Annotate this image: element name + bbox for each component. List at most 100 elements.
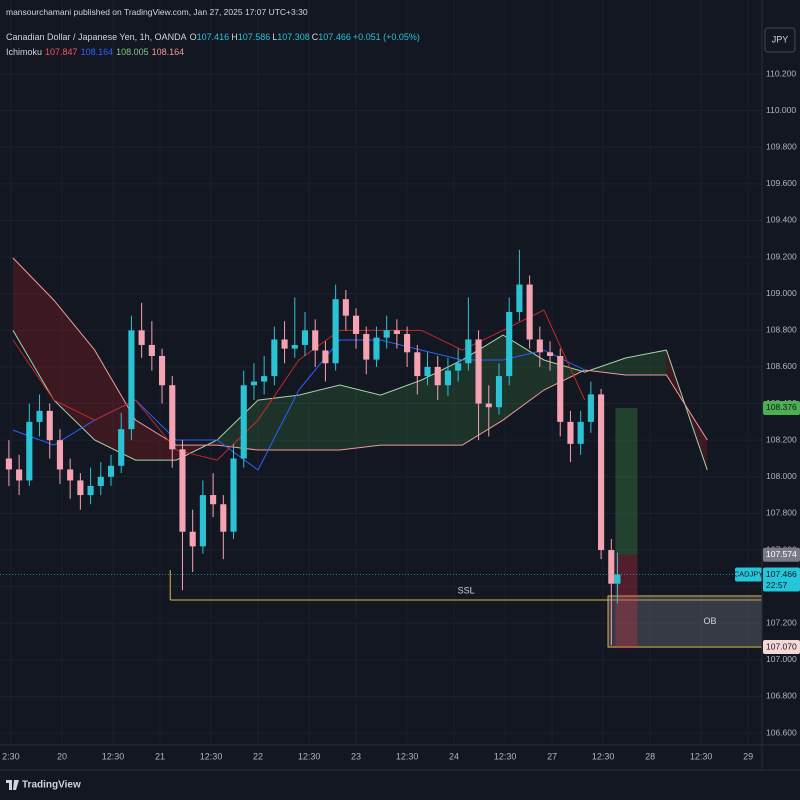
y-tick-label: 106.600	[766, 727, 797, 737]
currency[interactable]: JPY	[772, 34, 789, 44]
y-tick-label: 106.800	[766, 691, 797, 701]
x-tick-label: 12:30	[592, 751, 615, 761]
y-tick-label: 109.400	[766, 215, 797, 225]
candle-body	[199, 495, 206, 547]
y-tick-label: 109.800	[766, 141, 797, 151]
x-tick-label: 21	[155, 751, 165, 761]
x-tick-label: 23	[351, 751, 361, 761]
candle-body	[342, 299, 349, 316]
candle-body	[614, 574, 621, 584]
candle-body	[608, 550, 615, 584]
y-tick-label: 107.800	[766, 508, 797, 518]
cloud-segment	[584, 357, 626, 375]
candle-body	[97, 476, 104, 486]
candle-body	[424, 366, 431, 377]
cloud-segment	[503, 335, 544, 421]
position-stop	[615, 554, 638, 649]
candle-body	[332, 299, 339, 364]
ob-label: OB	[704, 616, 717, 626]
candle-body	[36, 410, 43, 422]
cloud-segment	[258, 395, 299, 451]
candle-body	[455, 363, 462, 371]
ohlc-label: L	[272, 32, 278, 42]
candle-body	[56, 440, 64, 470]
y-tick-label: 108.000	[766, 471, 797, 481]
last-price-label: 107.466	[766, 569, 797, 579]
y-tick-label: 110.200	[766, 68, 796, 78]
candle-body	[179, 449, 186, 532]
candle-body	[557, 355, 564, 422]
cloud-segment	[53, 300, 95, 440]
symbol-label: CADJPY	[734, 570, 764, 579]
x-tick-label: 29	[743, 751, 753, 761]
logo	[6, 780, 19, 790]
candle-body	[240, 385, 247, 459]
title: Canadian Dollar / Japanese Yen, 1h, OAND…	[6, 32, 187, 42]
y-tick-label: 108.200	[766, 434, 797, 444]
span-a-line	[12, 330, 708, 471]
y-tick-label: 107.000	[766, 654, 797, 664]
cloud-segment	[380, 380, 422, 446]
entry-tag	[763, 547, 800, 562]
candle-body	[281, 339, 288, 349]
candle-body	[169, 385, 176, 450]
candle-body	[271, 339, 278, 377]
candle-body	[587, 394, 594, 422]
x-tick-label: 12:30	[494, 751, 517, 761]
currency-button[interactable]	[764, 27, 796, 53]
candle-body	[189, 531, 196, 547]
change: +0.051 (+0.05%)	[352, 32, 420, 42]
target-tag	[763, 400, 800, 415]
ohlc-value: 107.466	[318, 32, 351, 42]
ob-box	[607, 595, 763, 648]
candle-body	[536, 339, 543, 353]
ohlc-label: C	[311, 32, 319, 42]
candle-body	[352, 315, 360, 334]
candle-body	[5, 458, 12, 470]
y-tick-label: 107.200	[766, 618, 797, 628]
cloud-segment	[135, 420, 177, 461]
candle-body	[128, 330, 135, 430]
price-tag	[763, 567, 800, 592]
candle-body	[444, 370, 452, 386]
x-tick-label: 24	[449, 751, 459, 761]
countdown-label: 22:57	[766, 580, 788, 590]
y-tick-label: 109.200	[766, 251, 797, 261]
candle-body	[67, 469, 74, 481]
x-tick-label: 12:30	[298, 751, 321, 761]
candle-body	[465, 339, 472, 364]
candle-body	[16, 469, 23, 481]
candle-body	[322, 350, 329, 364]
entry-label: 107.574	[766, 549, 797, 559]
candle-body	[526, 284, 533, 340]
candle-body	[363, 333, 370, 360]
candle-body	[118, 429, 125, 466]
indicator-value: 108.005	[116, 47, 149, 57]
candle-body	[26, 421, 33, 481]
ssl-label: SSL	[458, 585, 475, 595]
brand: TradingView	[22, 780, 81, 791]
cloud-segment	[94, 350, 136, 461]
candle-body	[87, 485, 94, 496]
candle-body	[46, 410, 53, 441]
candle-body	[485, 403, 492, 408]
ohlc-value: 107.586	[237, 32, 271, 42]
cloud-segment	[298, 385, 340, 451]
x-tick-label: 28	[645, 751, 655, 761]
y-tick-label: 110.000	[766, 105, 796, 115]
candle-body	[434, 366, 441, 386]
position-target	[615, 407, 638, 555]
candle-body	[475, 339, 482, 404]
cloud-segment	[543, 359, 585, 391]
cloud-segment	[462, 335, 504, 446]
candle-body	[230, 458, 237, 532]
candle-body	[291, 344, 298, 349]
candle-body	[414, 352, 421, 377]
ohlc-value: 107.416	[196, 32, 230, 42]
cloud-segment	[217, 400, 259, 451]
x-tick-label: 12:30	[396, 751, 419, 761]
candle-body	[107, 465, 115, 477]
candle-body	[373, 337, 380, 360]
candle-body	[210, 495, 217, 505]
